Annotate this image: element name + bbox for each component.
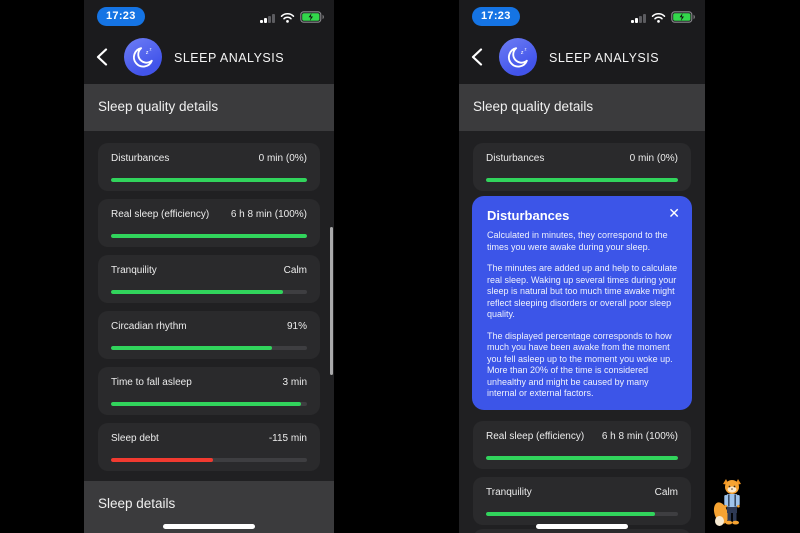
cellular-signal-icon [631, 14, 646, 23]
back-button[interactable] [471, 48, 487, 66]
metric-label: Disturbances [486, 153, 545, 164]
cellular-signal-icon [260, 14, 275, 23]
progress-track [111, 290, 307, 294]
metric-card-disturbances[interactable]: Disturbances 0 min (0%) [473, 143, 691, 191]
metric-value: 91% [286, 321, 307, 332]
section-title: Sleep quality details [98, 99, 219, 114]
metric-card-disturbances[interactable]: Disturbances 0 min (0%) [98, 143, 320, 191]
metric-card-circadian-rhythm[interactable]: Circadian rhythm 91% [98, 311, 320, 359]
svg-text:z: z [150, 47, 152, 52]
progress-track [486, 512, 678, 516]
metric-value: -115 min [268, 433, 307, 444]
disturbances-info-modal: Disturbances ✕ Calculated in minutes, th… [472, 196, 692, 410]
metric-value: Calm [654, 487, 678, 498]
wifi-icon [651, 12, 666, 23]
progress-track [111, 346, 307, 350]
section-sleep-quality-details: Sleep quality details [459, 84, 705, 131]
progress-track [486, 178, 678, 182]
metric-card-time-to-fall-asleep[interactable]: Time to fall asleep 3 min [98, 367, 320, 415]
battery-charging-icon [671, 11, 696, 23]
progress-fill [111, 178, 307, 182]
phone-screen-right: 17:23 z z SLEEP ANALYSIS Slee [459, 0, 705, 533]
metric-value: 0 min (0%) [629, 153, 678, 164]
modal-paragraph: The minutes are added up and help to cal… [487, 263, 678, 319]
metric-card-real-sleep[interactable]: Real sleep (efficiency) 6 h 8 min (100%) [473, 421, 691, 469]
metric-card-tranquility[interactable]: Tranquility Calm [98, 255, 320, 303]
status-time-pill[interactable]: 17:23 [472, 7, 520, 26]
modal-paragraph: Calculated in minutes, they correspond t… [487, 230, 668, 252]
progress-fill [486, 178, 678, 182]
metric-card-sleep-debt[interactable]: Sleep debt -115 min [98, 423, 320, 471]
svg-text:z: z [521, 50, 524, 56]
modal-paragraph: The displayed percentage corresponds to … [487, 330, 673, 399]
metric-card-tranquility[interactable]: Tranquility Calm [473, 477, 691, 525]
close-icon[interactable]: ✕ [668, 205, 680, 221]
metric-value: 3 min [282, 377, 307, 388]
progress-track [486, 456, 678, 460]
modal-body: Calculated in minutes, they correspond t… [487, 230, 680, 410]
metric-label: Real sleep (efficiency) [111, 209, 210, 220]
section-title: Sleep details [98, 496, 176, 511]
metrics-list: Disturbances 0 min (0%) Real sleep (effic… [84, 131, 334, 481]
status-time-pill[interactable]: 17:23 [97, 7, 145, 26]
home-indicator[interactable] [163, 524, 255, 529]
metric-card-partially-visible[interactable] [473, 529, 691, 533]
phone-screen-left: 17:23 z z SLEEP ANALYSIS Slee [84, 0, 334, 533]
section-title: Sleep quality details [473, 99, 594, 114]
progress-fill [111, 234, 307, 238]
metric-label: Disturbances [111, 153, 170, 164]
metric-label: Tranquility [111, 265, 157, 276]
progress-fill [111, 346, 272, 350]
page-title: SLEEP ANALYSIS [174, 51, 285, 65]
metric-label: Tranquility [486, 487, 532, 498]
metric-label: Time to fall asleep [111, 377, 192, 388]
sleep-moon-icon: z z [499, 38, 537, 76]
metric-value: 6 h 8 min (100%) [230, 209, 307, 220]
home-indicator[interactable] [536, 524, 628, 529]
progress-fill [486, 456, 678, 460]
section-sleep-quality-details: Sleep quality details [84, 84, 334, 131]
wifi-icon [280, 12, 295, 23]
page-title: SLEEP ANALYSIS [549, 51, 660, 65]
back-button[interactable] [96, 48, 112, 66]
progress-fill [486, 512, 655, 516]
progress-fill [111, 458, 213, 462]
metric-label: Real sleep (efficiency) [486, 431, 585, 442]
progress-track [111, 178, 307, 182]
progress-track [111, 234, 307, 238]
svg-text:z: z [525, 47, 527, 52]
progress-track [111, 458, 307, 462]
metric-card-real-sleep[interactable]: Real sleep (efficiency) 6 h 8 min (100%) [98, 199, 320, 247]
metric-label: Sleep debt [111, 433, 159, 444]
scrollbar[interactable] [330, 227, 333, 375]
metric-value: 6 h 8 min (100%) [601, 431, 678, 442]
progress-track [111, 402, 307, 406]
battery-charging-icon [300, 11, 325, 23]
status-icons [631, 11, 696, 23]
metric-value: 0 min (0%) [258, 153, 307, 164]
status-icons [260, 11, 325, 23]
chevron-left-icon [96, 48, 108, 66]
svg-text:z: z [146, 50, 149, 56]
sleep-moon-icon: z z [124, 38, 162, 76]
progress-fill [111, 402, 302, 406]
progress-fill [111, 290, 284, 294]
metric-value: Calm [283, 265, 307, 276]
fox-mascot [713, 476, 749, 528]
metric-label: Circadian rhythm [111, 321, 187, 332]
modal-title: Disturbances [487, 208, 570, 223]
chevron-left-icon [471, 48, 483, 66]
